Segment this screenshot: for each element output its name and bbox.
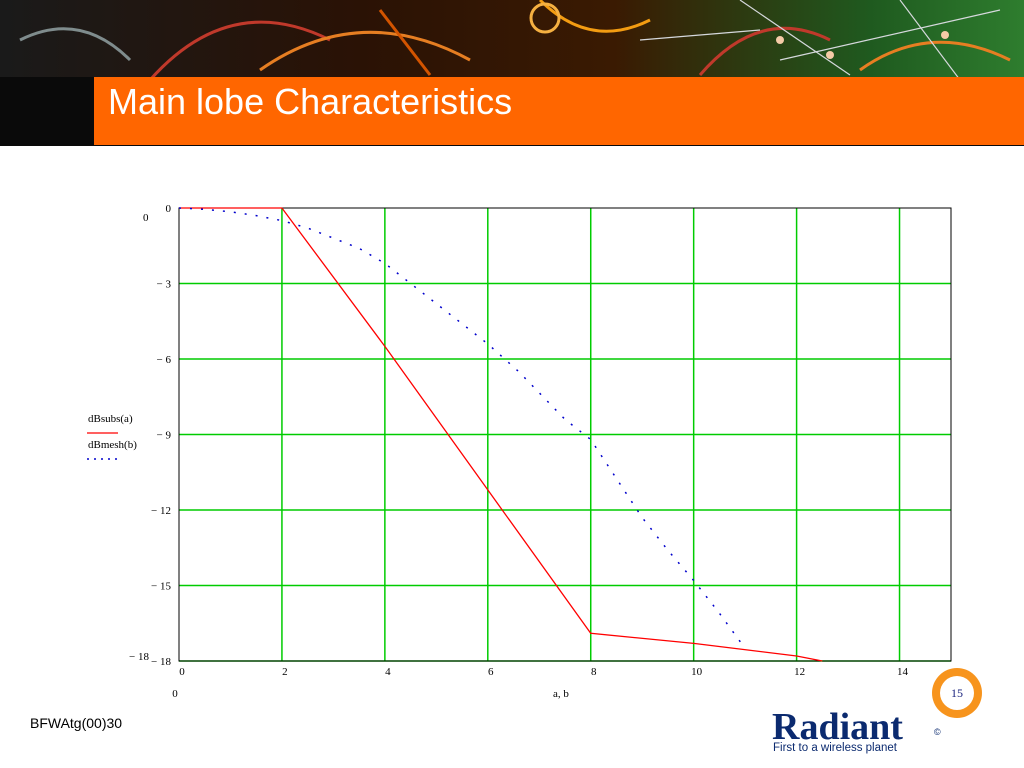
x-axis-label: a, b — [553, 688, 569, 700]
radiant-logo: Radiant © First to a wireless planet — [772, 706, 952, 759]
x-tick-label: 0 — [179, 666, 185, 678]
x-tick-label: 6 — [488, 666, 494, 678]
y-tick-label: − 18 — [151, 656, 171, 668]
logo-registered-mark: © — [934, 727, 941, 737]
footer-doc-code: BFWAtg(00)30 — [30, 715, 123, 731]
x-tick-label: 8 — [591, 666, 597, 678]
series-line-dbsubs — [179, 207, 823, 662]
y-tick-label: − 6 — [157, 354, 172, 366]
x-axis-min-label: 0 — [172, 688, 178, 700]
main-lobe-chart: 0 2 4 6 8 10 12 14 0 − 3 − 6 − 9 − 12 − 15 − 18 0 − 18 0 a… — [87, 203, 952, 700]
banner-artwork — [0, 0, 1024, 81]
x-tick-label: 10 — [691, 666, 703, 678]
x-tick-label: 14 — [897, 666, 909, 678]
x-tick-label: 2 — [282, 666, 288, 678]
y-tick-label: − 15 — [151, 581, 171, 593]
x-tick-label: 12 — [794, 666, 805, 678]
chart-grid — [179, 208, 951, 662]
y-tick-label: 0 — [166, 203, 172, 215]
plot-frame — [178, 207, 952, 662]
header-banner: Main lobe Characteristics — [0, 0, 1024, 146]
page-number-badge: 15 — [932, 668, 982, 718]
chart-series — [178, 207, 823, 662]
logo-tagline: First to a wireless planet — [773, 742, 897, 754]
y-tick-label: − 12 — [151, 505, 171, 517]
y-axis-bottom-label: − 18 — [129, 651, 149, 663]
chart-legend: dBsubs(a) dBmesh(b) — [87, 413, 137, 460]
chart-axes: 0 2 4 6 8 10 12 14 0 − 3 − 6 − 9 − 12 − 15 − 18 0 − 18 0 a… — [129, 203, 909, 700]
banner-left-strip — [0, 77, 94, 146]
legend-label: dBsubs(a) — [88, 413, 133, 425]
y-tick-label: − 9 — [157, 430, 172, 442]
page-badge-inner — [940, 676, 974, 710]
logo-wordmark: Radiant — [772, 706, 903, 748]
title-bar: Main lobe Characteristics — [94, 77, 1024, 145]
slide-title: Main lobe Characteristics — [108, 81, 513, 122]
x-tick-label: 4 — [385, 666, 391, 678]
y-axis-top-label: 0 — [143, 212, 149, 224]
series-line-dbmesh — [178, 207, 746, 649]
y-tick-label: − 3 — [157, 279, 172, 291]
page-number: 15 — [951, 686, 963, 700]
legend-label: dBmesh(b) — [88, 439, 137, 451]
